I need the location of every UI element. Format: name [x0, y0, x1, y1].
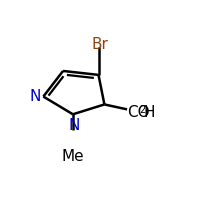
Text: Me: Me: [62, 148, 84, 163]
Text: H: H: [143, 104, 155, 119]
Text: N: N: [68, 118, 80, 133]
Text: Br: Br: [91, 37, 108, 52]
Text: N: N: [29, 89, 40, 104]
Text: CO: CO: [127, 104, 150, 119]
Text: 2: 2: [139, 104, 145, 114]
